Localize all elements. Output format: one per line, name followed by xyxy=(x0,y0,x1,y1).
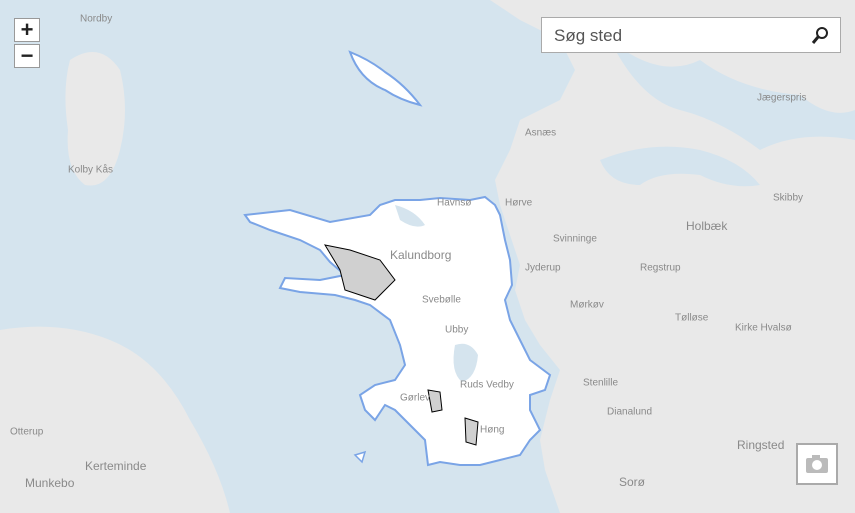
place-label: Havnsø xyxy=(437,198,471,209)
lake xyxy=(395,205,425,227)
place-label: Svinninge xyxy=(553,234,597,245)
municipality xyxy=(243,195,552,467)
place-label: Jyderup xyxy=(525,263,561,274)
place-label: Dianalund xyxy=(607,407,652,418)
place-label: Mørkøv xyxy=(570,300,604,311)
place-label: Ringsted xyxy=(737,438,784,452)
zoom-in[interactable]: + xyxy=(14,18,40,42)
place-label: Nordby xyxy=(80,14,112,25)
screenshot-button[interactable] xyxy=(796,443,838,485)
islet xyxy=(353,450,367,464)
lake-tisso xyxy=(453,343,478,382)
place-label: Regstrup xyxy=(640,263,681,274)
place-label: Kalundborg xyxy=(390,248,451,262)
town-area xyxy=(464,417,479,446)
place-label: Tølløse xyxy=(675,313,709,324)
place-label: Kolby Kås xyxy=(68,164,113,176)
search-placeholder: Søg sted xyxy=(554,26,623,45)
place-label: Ubby xyxy=(445,325,468,336)
fjord xyxy=(610,40,855,150)
fjord xyxy=(600,146,760,187)
town-area xyxy=(323,244,396,301)
search-box[interactable]: Søg sted xyxy=(541,17,841,53)
place-label: Jægerspris xyxy=(757,93,806,104)
place-label: Skibby xyxy=(773,193,803,204)
place-label: Otterup xyxy=(10,427,44,438)
place-label: Svebølle xyxy=(422,295,461,306)
zoom-out[interactable]: − xyxy=(14,44,40,68)
place-label: Holbæk xyxy=(686,219,728,233)
place-label: Kirke Hvalsø xyxy=(735,323,792,334)
place-label: Munkebo xyxy=(25,476,75,490)
town-area xyxy=(427,389,443,413)
camera-icon xyxy=(806,455,828,473)
place-label: Ruds Vedby xyxy=(460,380,514,391)
place-label: Hørve xyxy=(505,198,533,209)
place-label: Gørlev xyxy=(400,393,430,404)
place-label: Høng xyxy=(480,425,504,436)
land-funen xyxy=(0,326,230,513)
island-sejero xyxy=(348,50,423,107)
island xyxy=(65,52,125,186)
search-icon[interactable] xyxy=(810,25,830,45)
place-label: Stenlille xyxy=(583,378,618,389)
place-label: Sorø xyxy=(619,475,646,489)
place-label: Asnæs xyxy=(525,128,556,139)
place-label: Kerteminde xyxy=(85,459,147,473)
